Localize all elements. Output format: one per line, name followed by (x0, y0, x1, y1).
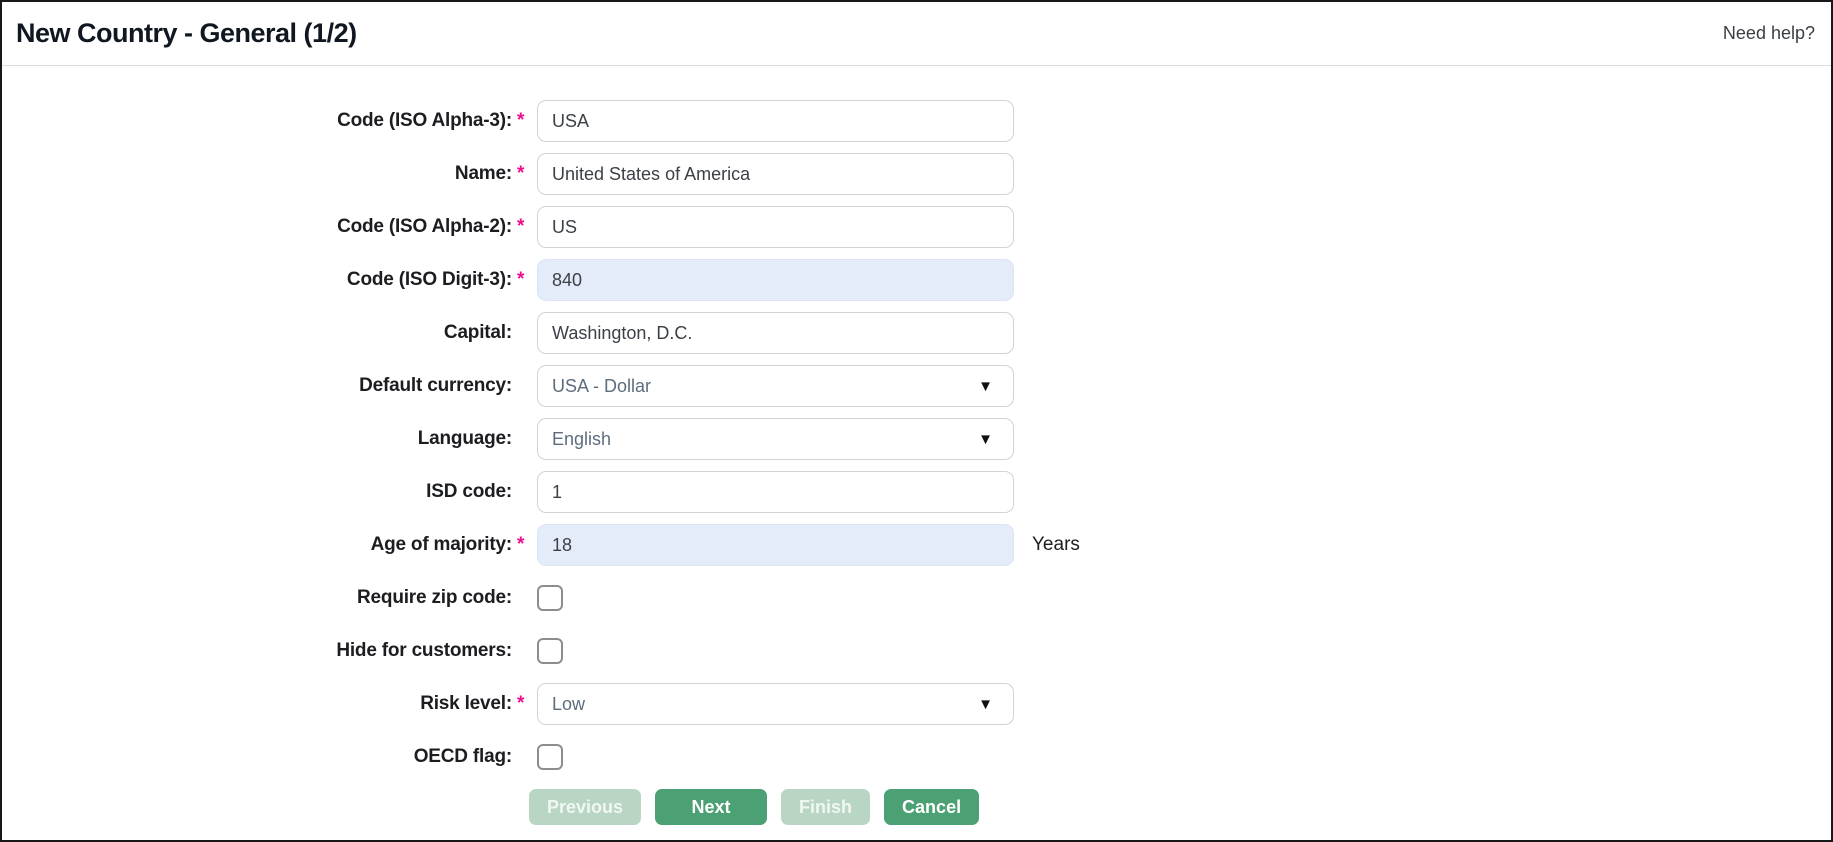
default-currency-selected-value: USA - Dollar (552, 375, 652, 396)
need-help-link[interactable]: Need help? (1722, 23, 1815, 43)
cancel-button[interactable]: Cancel (884, 789, 980, 825)
language-select[interactable]: English ▼ (537, 418, 1014, 460)
code-iso-digit-3-control (537, 259, 1014, 301)
code-iso-alpha-3-label: Code (ISO Alpha-3): (337, 110, 512, 131)
code-iso-alpha-2-label: Code (ISO Alpha-2): (337, 216, 512, 237)
age-of-majority-suffix-label: Years (1032, 534, 1080, 555)
default-currency-control: USA - Dollar ▼ (537, 365, 1014, 407)
form-row-require-zip-code: Require zip code: (2, 577, 1831, 619)
form-row-isd-code: ISD code: (2, 471, 1831, 513)
oecd-flag-label: OECD flag: (413, 746, 512, 767)
default-currency-label-cell: Default currency: (2, 375, 512, 397)
code-iso-alpha-2-label-cell: Code (ISO Alpha-2): * (2, 216, 524, 238)
next-button[interactable]: Next (655, 789, 768, 825)
language-control: English ▼ (537, 418, 1014, 460)
oecd-flag-checkbox[interactable] (537, 744, 563, 770)
page-title: New Country - General (1/2) (16, 18, 357, 48)
country-name-input[interactable] (537, 153, 1014, 195)
code-iso-alpha-2-control (537, 206, 1014, 248)
finish-button[interactable]: Finish (781, 789, 871, 825)
form-row-default-currency: Default currency: USA - Dollar ▼ (2, 365, 1831, 407)
previous-button[interactable]: Previous (529, 789, 642, 825)
isd-code-label-cell: ISD code: (2, 481, 512, 503)
language-label-cell: Language: (2, 428, 512, 450)
required-asterisk: * (517, 216, 525, 237)
page-header: New Country - General (1/2) Need help? (2, 2, 1831, 66)
new-country-form: Code (ISO Alpha-3):*Name:*Code (ISO Alph… (2, 66, 1831, 825)
language-selected-value: English (552, 428, 612, 449)
country-name-label: Name: (454, 163, 512, 184)
capital-label: Capital: (443, 322, 512, 343)
require-zip-code-label: Require zip code: (357, 587, 512, 608)
isd-code-control (537, 471, 1014, 513)
hide-for-customers-label: Hide for customers: (336, 640, 512, 661)
chevron-down-icon: ▼ (978, 377, 993, 395)
code-iso-digit-3-input[interactable] (537, 259, 1014, 301)
required-asterisk: * (517, 693, 525, 714)
capital-control (537, 312, 1014, 354)
isd-code-input[interactable] (537, 471, 1014, 513)
form-row-code-iso-alpha-3: Code (ISO Alpha-3): * (2, 100, 1831, 142)
country-name-label-cell: Name: * (2, 163, 524, 185)
age-of-majority-label: Age of majority: (370, 534, 513, 555)
code-iso-digit-3-label-cell: Code (ISO Digit-3): * (2, 269, 524, 291)
code-iso-alpha-3-control (537, 100, 1014, 142)
code-iso-digit-3-label: Code (ISO Digit-3): (346, 269, 512, 290)
code-iso-alpha-3-input[interactable] (537, 100, 1014, 142)
hide-for-customers-checkbox[interactable] (537, 638, 563, 664)
form-row-code-iso-alpha-2: Code (ISO Alpha-2): * (2, 206, 1831, 248)
form-row-hide-for-customers: Hide for customers: (2, 630, 1831, 672)
default-currency-select[interactable]: USA - Dollar ▼ (537, 365, 1014, 407)
form-actions: Previous Next Finish Cancel (529, 789, 1831, 825)
form-row-language: Language: English ▼ (2, 418, 1831, 460)
hide-for-customers-control (537, 638, 563, 664)
oecd-flag-control (537, 744, 563, 770)
require-zip-code-checkbox[interactable] (537, 585, 563, 611)
required-asterisk: * (517, 534, 525, 555)
form-row-oecd-flag: OECD flag: (2, 736, 1831, 778)
risk-level-label: Risk level: (420, 693, 512, 714)
risk-level-label-cell: Risk level: * (2, 693, 524, 715)
capital-label-cell: Capital: (2, 322, 512, 344)
require-zip-code-label-cell: Require zip code: (2, 587, 512, 609)
language-label: Language: (417, 428, 512, 449)
country-name-control (537, 153, 1014, 195)
age-of-majority-label-cell: Age of majority: * (2, 534, 525, 556)
chevron-down-icon: ▼ (978, 695, 993, 713)
form-row-country-name: Name: * (2, 153, 1831, 195)
default-currency-label: Default currency: (359, 375, 512, 396)
code-iso-alpha-3-label-cell: Code (ISO Alpha-3): * (2, 110, 524, 132)
risk-level-selected-value: Low (552, 693, 586, 714)
oecd-flag-label-cell: OECD flag: (2, 746, 512, 768)
age-of-majority-control: Years (537, 524, 1080, 566)
isd-code-label: ISD code: (426, 481, 512, 502)
risk-level-control: Low ▼ (537, 683, 1014, 725)
age-of-majority-input[interactable] (537, 524, 1014, 566)
form-row-capital: Capital: (2, 312, 1831, 354)
risk-level-select[interactable]: Low ▼ (537, 683, 1014, 725)
chevron-down-icon: ▼ (978, 430, 993, 448)
form-row-age-of-majority: Age of majority:* Years (2, 524, 1831, 566)
required-asterisk: * (517, 110, 525, 131)
form-fields: Code (ISO Alpha-3):*Name:*Code (ISO Alph… (2, 100, 1831, 778)
form-row-risk-level: Risk level: * Low ▼ (2, 683, 1831, 725)
form-row-code-iso-digit-3: Code (ISO Digit-3): * (2, 259, 1831, 301)
code-iso-alpha-2-input[interactable] (537, 206, 1014, 248)
require-zip-code-control (537, 585, 563, 611)
required-asterisk: * (517, 269, 525, 290)
capital-input[interactable] (537, 312, 1014, 354)
required-asterisk: * (517, 163, 525, 184)
hide-for-customers-label-cell: Hide for customers: (2, 640, 512, 662)
